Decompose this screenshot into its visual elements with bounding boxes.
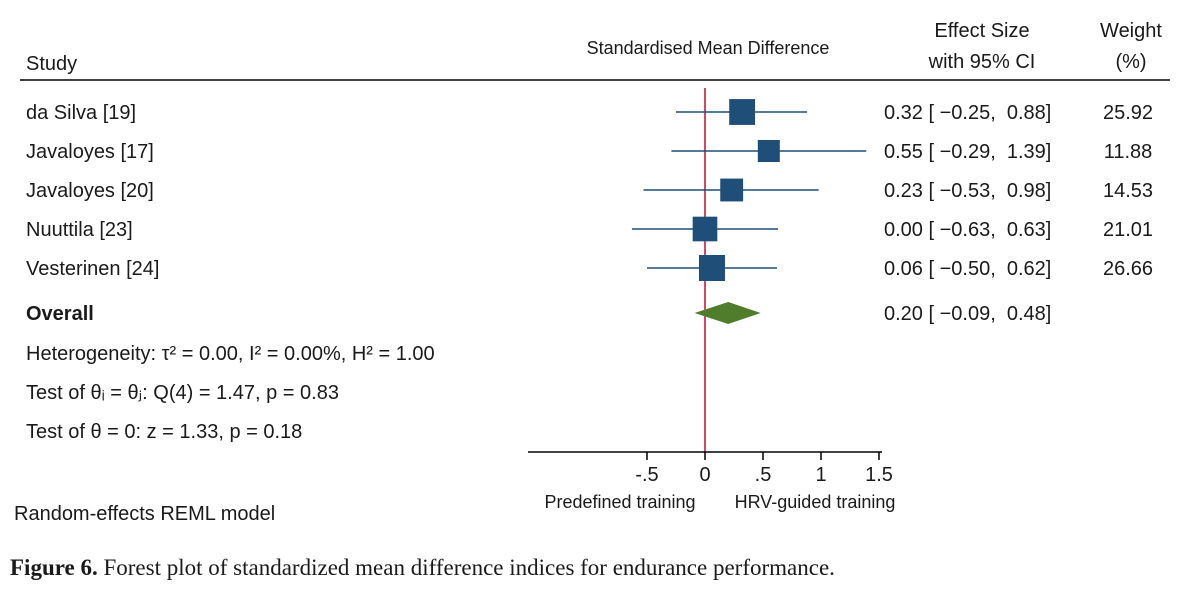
x-axis-left-label: Predefined training <box>544 492 695 512</box>
study-weight: 25.92 <box>1103 102 1153 124</box>
study-ci-text: 0.00 [ −0.63, 0.63] <box>884 219 1051 241</box>
study-marker <box>720 178 744 202</box>
study-marker <box>692 216 718 242</box>
overall-diamond <box>694 302 761 324</box>
study-ci-text: 0.55 [ −0.29, 1.39] <box>884 141 1051 163</box>
x-tick-label: 0 <box>699 464 710 486</box>
header-weight-line1: Weight <box>1100 20 1162 42</box>
x-tick-label: 1.5 <box>865 464 893 486</box>
study-name: Vesterinen [24] <box>26 258 159 280</box>
caption-text: Forest plot of standardized mean differe… <box>97 555 835 580</box>
overall-label: Overall <box>26 303 94 325</box>
study-name: Javaloyes [20] <box>26 180 154 202</box>
x-axis-right-label: HRV-guided training <box>735 492 896 512</box>
overall-ci-text: 0.20 [ −0.09, 0.48] <box>884 303 1051 325</box>
header-study: Study <box>26 53 77 75</box>
study-ci-text: 0.32 [ −0.25, 0.88] <box>884 102 1051 124</box>
x-tick-label: -.5 <box>635 464 658 486</box>
x-tick-label: 1 <box>815 464 826 486</box>
study-row: Vesterinen [24] 0.06 [ −0.50, 0.62] 26.66 <box>26 255 1153 281</box>
header-effect-line1: Effect Size <box>934 20 1029 42</box>
stat-heterogeneity: Heterogeneity: τ² = 0.00, I² = 0.00%, H²… <box>26 343 435 365</box>
study-marker <box>698 255 725 281</box>
study-ci-text: 0.23 [ −0.53, 0.98] <box>884 180 1051 202</box>
study-weight: 14.53 <box>1103 180 1153 202</box>
figure-caption: Figure 6. Forest plot of standardized me… <box>10 555 1190 581</box>
study-row: Javaloyes [20] 0.23 [ −0.53, 0.98] 14.53 <box>26 178 1153 202</box>
header-weight-line2: (%) <box>1115 51 1146 73</box>
study-name: Javaloyes [17] <box>26 141 154 163</box>
study-name: Nuuttila [23] <box>26 219 133 241</box>
study-row: Javaloyes [17] 0.55 [ −0.29, 1.39] 11.88 <box>26 139 1153 163</box>
forest-plot: Study Standardised Mean Difference Effec… <box>14 20 1170 525</box>
stat-test-theta: Test of θᵢ = θⱼ: Q(4) = 1.47, p = 0.83 <box>26 382 339 404</box>
study-weight: 11.88 <box>1104 141 1153 163</box>
study-name: da Silva [19] <box>26 102 136 124</box>
study-weight: 26.66 <box>1103 258 1153 280</box>
study-marker <box>729 99 756 125</box>
stat-test-zero: Test of θ = 0: z = 1.33, p = 0.18 <box>26 421 302 443</box>
study-marker <box>757 139 780 163</box>
study-weight: 21.01 <box>1103 219 1153 241</box>
study-row: da Silva [19] 0.32 [ −0.25, 0.88] 25.92 <box>26 99 1153 125</box>
study-row: Nuuttila [23] 0.00 [ −0.63, 0.63] 21.01 <box>26 216 1153 242</box>
caption-label: Figure 6. <box>10 555 98 580</box>
x-tick-label: .5 <box>755 464 772 486</box>
header-effect-line2: with 95% CI <box>928 51 1036 73</box>
header-plot: Standardised Mean Difference <box>587 38 830 58</box>
study-ci-text: 0.06 [ −0.50, 0.62] <box>884 258 1051 280</box>
model-note: Random-effects REML model <box>14 503 275 525</box>
